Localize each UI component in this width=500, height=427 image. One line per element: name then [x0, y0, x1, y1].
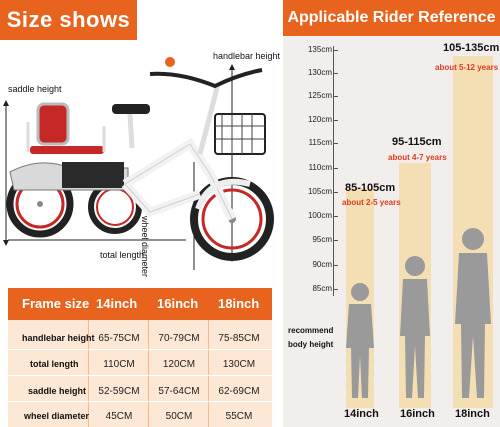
row-label-wheel-diameter: wheel diameter	[24, 411, 90, 421]
cell-18inch-handlebar: 75-85CM	[218, 333, 260, 344]
row-label-handlebar-height: handlebar height	[22, 333, 95, 343]
cell-18inch-length: 130CM	[222, 359, 256, 370]
row-label-saddle-height: saddle height	[28, 386, 87, 396]
cell-16inch-handlebar: 70-79CM	[158, 333, 200, 344]
table-header-18inch: 18inch	[218, 296, 260, 311]
cell-18inch-wheel: 55CM	[225, 411, 253, 422]
scale-tick-label: 130cm	[307, 68, 332, 77]
size-label-16inch: 16inch	[400, 408, 435, 420]
cell-14inch-wheel: 45CM	[105, 411, 133, 422]
cell-14inch-handlebar: 65-75CM	[98, 333, 140, 344]
table-col-divider	[88, 320, 89, 427]
scale-tick-label: 125cm	[307, 91, 332, 100]
size-table-header	[8, 288, 272, 320]
saddle-height-label: saddle height	[8, 84, 62, 94]
scale-tick	[334, 50, 338, 51]
scale-tick	[334, 73, 338, 74]
range-label-14inch: 85-105cm	[345, 182, 396, 194]
scale-tick-label: 115cm	[308, 138, 332, 147]
table-col-divider	[208, 320, 209, 427]
row-label-total-length: total length	[30, 359, 79, 369]
table-row-divider	[8, 349, 272, 350]
size-shows-banner: Size shows	[0, 0, 137, 40]
table-row-divider	[8, 375, 272, 376]
scale-tick	[334, 168, 338, 169]
range-label-16inch: 95-115cm	[392, 136, 442, 148]
recommend-body-height-label: recommend body height	[288, 326, 334, 349]
cell-14inch-length: 110CM	[103, 359, 135, 370]
scale-tick	[334, 96, 338, 97]
age-label-18inch: about 5-12 years	[435, 63, 499, 72]
cell-16inch-length: 120CM	[162, 359, 196, 370]
scale-tick	[334, 143, 338, 144]
age-label-16inch: about 4-7 years	[388, 153, 447, 162]
scale-tick-label: 135cm	[307, 45, 332, 54]
scale-tick-label: 120cm	[307, 115, 332, 124]
scale-tick-label: 110cm	[308, 163, 332, 172]
scale-tick	[334, 120, 338, 121]
cell-16inch-wheel: 50CM	[165, 411, 193, 422]
size-label-14inch: 14inch	[344, 408, 379, 420]
scale-tick-label: 95cm	[312, 235, 332, 244]
scale-tick	[334, 216, 338, 217]
age-label-14inch: about 2-5 years	[342, 198, 401, 207]
scale-tick-label: 85cm	[312, 284, 332, 293]
table-header-14inch: 14inch	[96, 296, 138, 311]
scale-tick-label: 100cm	[307, 211, 332, 220]
cell-18inch-saddle: 62-69CM	[218, 386, 260, 397]
size-label-18inch: 18inch	[455, 408, 490, 420]
table-header-16inch: 16inch	[157, 296, 199, 311]
wheel-diameter-label: wheel diameter	[140, 216, 150, 278]
child-silhouette-14inch	[346, 283, 374, 398]
scale-tick	[334, 265, 338, 266]
rider-reference-banner: Applicable Rider Reference	[283, 0, 500, 36]
handlebar-height-label: handlebar height	[213, 51, 281, 61]
scale-tick	[334, 289, 338, 290]
tricycle-illustration	[3, 57, 274, 270]
cell-16inch-saddle: 57-64CM	[158, 386, 200, 397]
table-header-frame-size: Frame size	[22, 296, 90, 311]
child-silhouette-18inch	[455, 228, 491, 398]
scale-tick-label: 105cm	[307, 187, 332, 196]
child-silhouette-16inch	[400, 256, 430, 398]
table-col-divider	[148, 320, 149, 427]
total-length-label: total length	[100, 250, 145, 260]
scale-tick-label: 90cm	[312, 260, 332, 269]
cell-14inch-saddle: 52-59CM	[98, 386, 140, 397]
scale-tick	[334, 240, 338, 241]
scale-tick	[334, 192, 338, 193]
range-label-18inch: 105-135cm	[443, 42, 500, 54]
table-row-divider	[8, 401, 272, 402]
height-scale-line	[333, 46, 334, 296]
